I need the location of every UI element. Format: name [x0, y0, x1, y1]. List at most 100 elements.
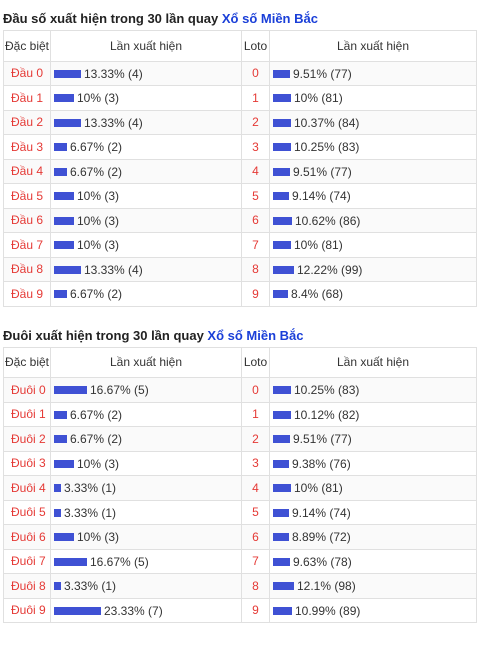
loto-frequency-bar	[273, 606, 292, 615]
loto-frequency-value: 9.51% (77)	[293, 164, 352, 179]
frequency-bar	[54, 557, 87, 566]
loto-frequency-bar	[273, 167, 290, 176]
table-row: Đuôi 2 6.67% (2) 2 9.51% (77)	[3, 426, 477, 452]
table-row: Đuôi 3 10% (3) 3 9.38% (76)	[3, 450, 477, 476]
loto-frequency-cell: 10.12% (82)	[269, 401, 477, 427]
section-title-text: Đuôi xuất hiện trong 30 lần quay	[3, 327, 208, 343]
special-frequency-cell: 3.33% (1)	[50, 573, 242, 599]
frequency-bar	[54, 265, 81, 274]
loto-frequency-cell: 10% (81)	[269, 232, 477, 258]
loto-frequency-cell: 10.25% (83)	[269, 134, 477, 160]
special-frequency-cell: 16.67% (5)	[50, 548, 242, 574]
frequency-bar	[54, 533, 74, 542]
frequency-value: 3.33% (1)	[64, 579, 117, 594]
table-header-row: Đặc biệt Lần xuất hiện Loto Lần xuất hiện	[3, 346, 477, 378]
section-title: Đầu số xuất hiện trong 30 lần quay Xổ số…	[0, 6, 480, 30]
frequency-value: 13.33% (4)	[84, 262, 143, 277]
loto-frequency-bar	[273, 94, 291, 103]
lottery-link[interactable]: Xổ số Miền Bắc	[221, 11, 318, 26]
special-frequency-cell: 10% (3)	[50, 524, 242, 550]
loto-frequency-bar	[273, 216, 292, 225]
loto-frequency-bar	[273, 290, 288, 299]
loto-frequency-value: 12.22% (99)	[297, 262, 363, 277]
table-row: Đầu 6 10% (3) 6 10.62% (86)	[3, 207, 477, 233]
frequency-value: 6.67% (2)	[70, 407, 123, 422]
loto-frequency-bar	[273, 386, 291, 395]
loto-frequency-cell: 10.99% (89)	[269, 597, 477, 623]
row-label: Đầu 8	[3, 256, 51, 282]
header-col2: Lần xuất hiện	[50, 30, 242, 62]
loto-frequency-bar	[273, 533, 289, 542]
row-label: Đuôi 5	[3, 499, 51, 525]
loto-digit: 2	[241, 426, 270, 452]
frequency-value: 10% (3)	[77, 238, 120, 253]
frequency-bar	[54, 484, 61, 493]
loto-frequency-value: 8.89% (72)	[292, 530, 351, 545]
frequency-value: 13.33% (4)	[84, 66, 143, 81]
loto-frequency-value: 10% (81)	[294, 91, 343, 106]
table-row: Đầu 0 13.33% (4) 0 9.51% (77)	[3, 60, 477, 86]
loto-frequency-value: 10.62% (86)	[295, 213, 361, 228]
frequency-value: 6.67% (2)	[70, 287, 123, 302]
frequency-bar	[54, 606, 101, 615]
special-frequency-cell: 13.33% (4)	[50, 256, 242, 282]
loto-digit: 1	[241, 401, 270, 427]
header-col3: Loto	[241, 346, 270, 378]
row-label: Đuôi 7	[3, 548, 51, 574]
loto-frequency-cell: 10% (81)	[269, 85, 477, 111]
loto-frequency-bar	[273, 118, 291, 127]
special-frequency-cell: 6.67% (2)	[50, 281, 242, 307]
row-label: Đầu 3	[3, 134, 51, 160]
lottery-link[interactable]: Xổ số Miền Bắc	[207, 327, 304, 343]
frequency-value: 10% (3)	[77, 189, 120, 204]
loto-digit: 5	[241, 183, 270, 209]
table-row: Đầu 2 13.33% (4) 2 10.37% (84)	[3, 109, 477, 135]
loto-digit: 9	[241, 281, 270, 307]
row-label: Đầu 4	[3, 158, 51, 184]
loto-frequency-cell: 9.63% (78)	[269, 548, 477, 574]
loto-frequency-bar	[273, 435, 290, 444]
loto-digit: 6	[241, 524, 270, 550]
loto-frequency-bar	[273, 69, 290, 78]
table-row: Đuôi 4 3.33% (1) 4 10% (81)	[3, 475, 477, 501]
special-frequency-cell: 10% (3)	[50, 85, 242, 111]
loto-frequency-cell: 10.37% (84)	[269, 109, 477, 135]
loto-frequency-value: 9.38% (76)	[292, 456, 351, 471]
frequency-value: 3.33% (1)	[64, 481, 117, 496]
table-row: Đuôi 8 3.33% (1) 8 12.1% (98)	[3, 573, 477, 599]
frequency-bar	[54, 386, 87, 395]
loto-frequency-bar	[273, 484, 291, 493]
frequency-value: 16.67% (5)	[90, 383, 149, 398]
loto-frequency-bar	[273, 582, 294, 591]
loto-frequency-value: 9.14% (74)	[292, 505, 351, 520]
frequency-bar	[54, 459, 74, 468]
table-row: Đuôi 9 23.33% (7) 9 10.99% (89)	[3, 597, 477, 623]
row-label: Đầu 0	[3, 60, 51, 86]
loto-digit: 9	[241, 597, 270, 623]
loto-digit: 8	[241, 573, 270, 599]
loto-frequency-value: 10% (81)	[294, 238, 343, 253]
loto-frequency-bar	[273, 459, 289, 468]
loto-digit: 1	[241, 85, 270, 111]
special-frequency-cell: 10% (3)	[50, 232, 242, 258]
loto-frequency-cell: 12.1% (98)	[269, 573, 477, 599]
loto-digit: 8	[241, 256, 270, 282]
special-frequency-cell: 3.33% (1)	[50, 475, 242, 501]
loto-frequency-cell: 12.22% (99)	[269, 256, 477, 282]
loto-frequency-cell: 10.25% (83)	[269, 377, 477, 403]
loto-frequency-value: 10.25% (83)	[294, 383, 360, 398]
loto-frequency-value: 12.1% (98)	[297, 579, 356, 594]
special-frequency-cell: 13.33% (4)	[50, 60, 242, 86]
loto-frequency-value: 10.12% (82)	[294, 407, 360, 422]
loto-digit: 2	[241, 109, 270, 135]
special-frequency-cell: 16.67% (5)	[50, 377, 242, 403]
special-frequency-cell: 6.67% (2)	[50, 426, 242, 452]
table-row: Đầu 8 13.33% (4) 8 12.22% (99)	[3, 256, 477, 282]
row-label: Đuôi 2	[3, 426, 51, 452]
loto-frequency-cell: 9.51% (77)	[269, 426, 477, 452]
frequency-bar	[54, 143, 67, 152]
row-label: Đầu 9	[3, 281, 51, 307]
frequency-value: 10% (3)	[77, 456, 120, 471]
loto-digit: 4	[241, 475, 270, 501]
row-label: Đuôi 6	[3, 524, 51, 550]
